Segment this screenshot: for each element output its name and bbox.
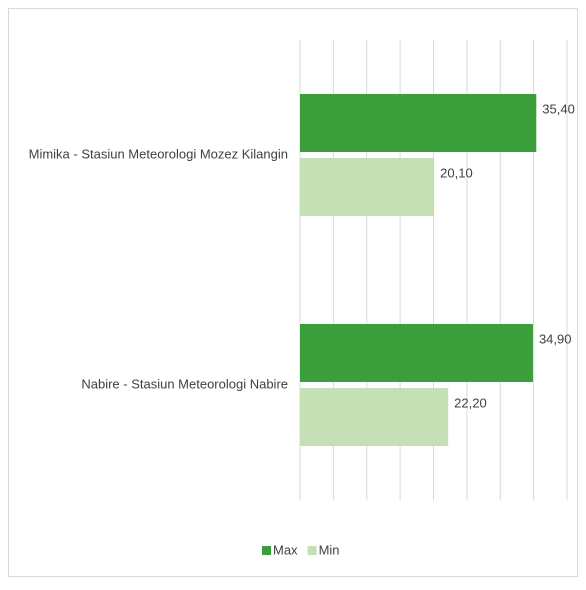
category-label: Nabire - Stasiun Meteorologi Nabire bbox=[81, 376, 288, 391]
value-label: 22,20 bbox=[454, 395, 487, 410]
legend-swatch bbox=[262, 546, 271, 555]
legend-swatch bbox=[307, 546, 317, 555]
bar bbox=[300, 94, 537, 152]
chart-frame bbox=[8, 8, 578, 577]
value-label: 35,40 bbox=[542, 101, 575, 116]
value-label: 20,10 bbox=[440, 165, 473, 180]
bar bbox=[300, 158, 435, 216]
legend-label: Min bbox=[319, 542, 340, 557]
bar bbox=[300, 388, 449, 446]
category-label: Mimika - Stasiun Meteorologi Mozez Kilan… bbox=[29, 146, 288, 161]
bar bbox=[300, 324, 533, 382]
legend-label: Max bbox=[273, 542, 298, 557]
value-label: 34,90 bbox=[539, 331, 572, 346]
